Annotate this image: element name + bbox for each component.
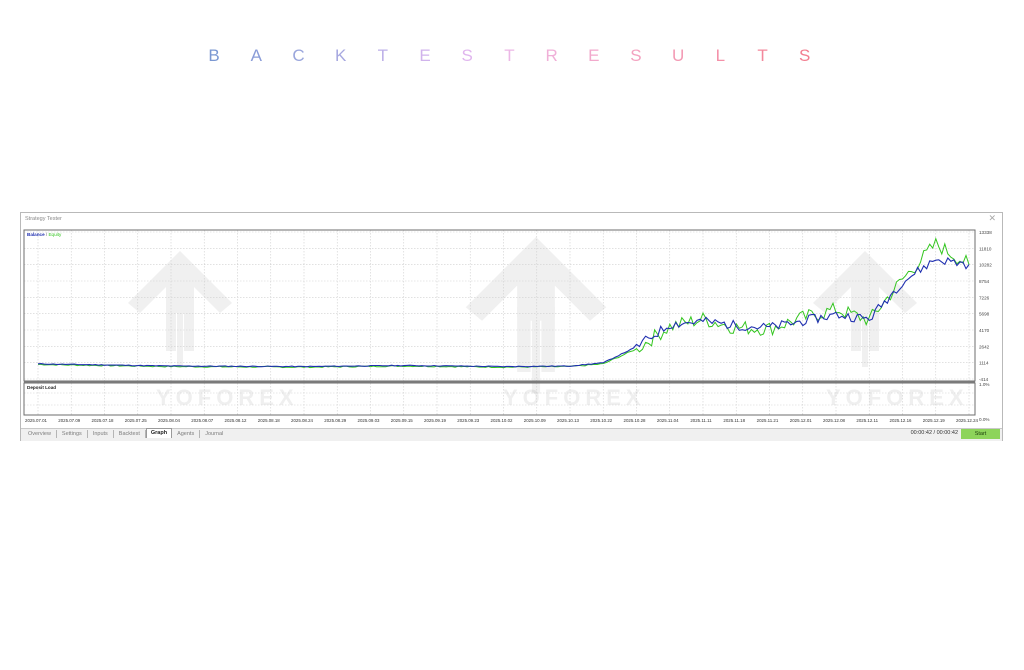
deposit-load-frame [23, 382, 976, 416]
y-tick-label: 1114 [979, 361, 989, 366]
x-tick-label: 2025.08.07 [191, 418, 214, 423]
y-tick-label: 8754 [979, 279, 990, 284]
x-tick-label: 2025.11.21 [757, 418, 779, 423]
heading-letter: T [757, 46, 768, 65]
heading-letter: T [504, 46, 515, 65]
x-tick-label: 2025.10.22 [590, 418, 613, 423]
tab-journal[interactable]: Journal [205, 430, 224, 437]
x-tick-label: 2025.10.28 [624, 418, 647, 423]
x-tick-label: 2025.09.15 [391, 418, 414, 423]
heading-letter: B [208, 46, 220, 65]
tester-tabs: Overview Settings Inputs Backtest Graph … [23, 428, 228, 439]
x-tick-label: 2025.09.23 [457, 418, 480, 423]
balance-equity-chart: YOFOREX YOFOREX YOFOREX 13338 11810 10282 8754… [23, 229, 999, 428]
x-tick-label: 2025.08.04 [158, 418, 181, 423]
heading-letter: C [292, 46, 305, 65]
y-tick-label: 4170 [979, 328, 990, 333]
close-icon[interactable]: ✕ [988, 214, 996, 224]
x-tick-label: 2025.12.01 [790, 418, 813, 423]
deposit-load-max: 1.0% [979, 382, 989, 387]
chart-grid [24, 230, 975, 415]
x-tick-label: 2025.08.18 [258, 418, 281, 423]
heading-letter: U [672, 46, 685, 65]
x-tick-label: 2025.07.01 [25, 418, 48, 423]
x-tick-label: 2025.09.03 [358, 418, 381, 423]
x-tick-label: 2025.12.11 [856, 418, 878, 423]
start-button[interactable]: Start [961, 429, 1000, 439]
tab-graph[interactable]: Graph [145, 428, 173, 438]
window-title: Strategy Tester [25, 216, 62, 222]
x-tick-label: 2025.11.04 [657, 418, 679, 423]
tab-bar [21, 428, 1002, 441]
svg-text:YOFOREX: YOFOREX [156, 385, 299, 410]
heading-letter: S [630, 46, 642, 65]
svg-text:YOFOREX: YOFOREX [826, 385, 969, 410]
x-tick-label: 2025.08.24 [291, 418, 314, 423]
y-tick-label: 13338 [979, 230, 992, 235]
tab-overview[interactable]: Overview [23, 429, 57, 438]
heading-letter: A [250, 46, 262, 65]
y-tick-label: 10282 [979, 263, 992, 268]
heading-letter: E [588, 46, 600, 65]
heading-letter: T [377, 46, 389, 65]
x-tick-label: 2025.09.19 [424, 418, 447, 423]
x-tick-label: 2025.11.18 [723, 418, 745, 423]
y-tick-label: 11810 [979, 246, 992, 251]
x-tick-label: 2025.07.18 [92, 418, 115, 423]
main-plot-frame [23, 229, 976, 382]
tab-agents[interactable]: Agents [172, 429, 201, 438]
tab-settings[interactable]: Settings [57, 429, 88, 438]
x-tick-label: 2025.10.02 [491, 418, 514, 423]
heading-letter: E [419, 46, 431, 65]
tab-inputs[interactable]: Inputs [88, 429, 114, 438]
x-tick-label: 2025.07.25 [125, 418, 148, 423]
heading-letter: S [799, 46, 811, 65]
elapsed-timer: 00:00:42 / 00:00:42 [910, 430, 958, 436]
y-tick-label: 2642 [979, 344, 990, 349]
watermark [128, 237, 917, 394]
x-tick-label: 2025.10.09 [524, 418, 547, 423]
x-tick-label: 2025.07.09 [58, 418, 81, 423]
deposit-load-label: Deposit Load [27, 385, 56, 390]
x-tick-label: 2025.11.11 [690, 418, 712, 423]
x-tick-label: 2025.12.16 [890, 418, 913, 423]
heading-letter: K [334, 46, 347, 65]
heading-letter: S [461, 46, 473, 65]
heading-letter: L [715, 46, 726, 65]
x-tick-label: 2025.08.12 [225, 418, 248, 423]
y-tick-label: 7226 [979, 295, 990, 300]
balance-line [37, 257, 970, 368]
y-tick-label: 5698 [979, 312, 990, 317]
chart-legend: Balance / Equity [27, 232, 62, 237]
strategy-tester-window: Strategy Tester ✕ YOFOREX YOFOREX YOFOREX 1… [20, 212, 1003, 441]
svg-text:YOFOREX: YOFOREX [503, 385, 646, 410]
x-tick-label: 2025.12.24 [956, 418, 979, 423]
x-tick-label: 2025.12.19 [923, 418, 946, 423]
y-tick-label: -414 [979, 377, 989, 382]
x-tick-label: 2025.10.13 [557, 418, 580, 423]
x-tick-label: 2025.08.29 [324, 418, 347, 423]
heading-letter: R [545, 46, 558, 65]
x-tick-label: 2025.12.08 [823, 418, 846, 423]
tab-backtest[interactable]: Backtest [114, 429, 146, 438]
deposit-load-min: 0.0% [979, 417, 989, 422]
